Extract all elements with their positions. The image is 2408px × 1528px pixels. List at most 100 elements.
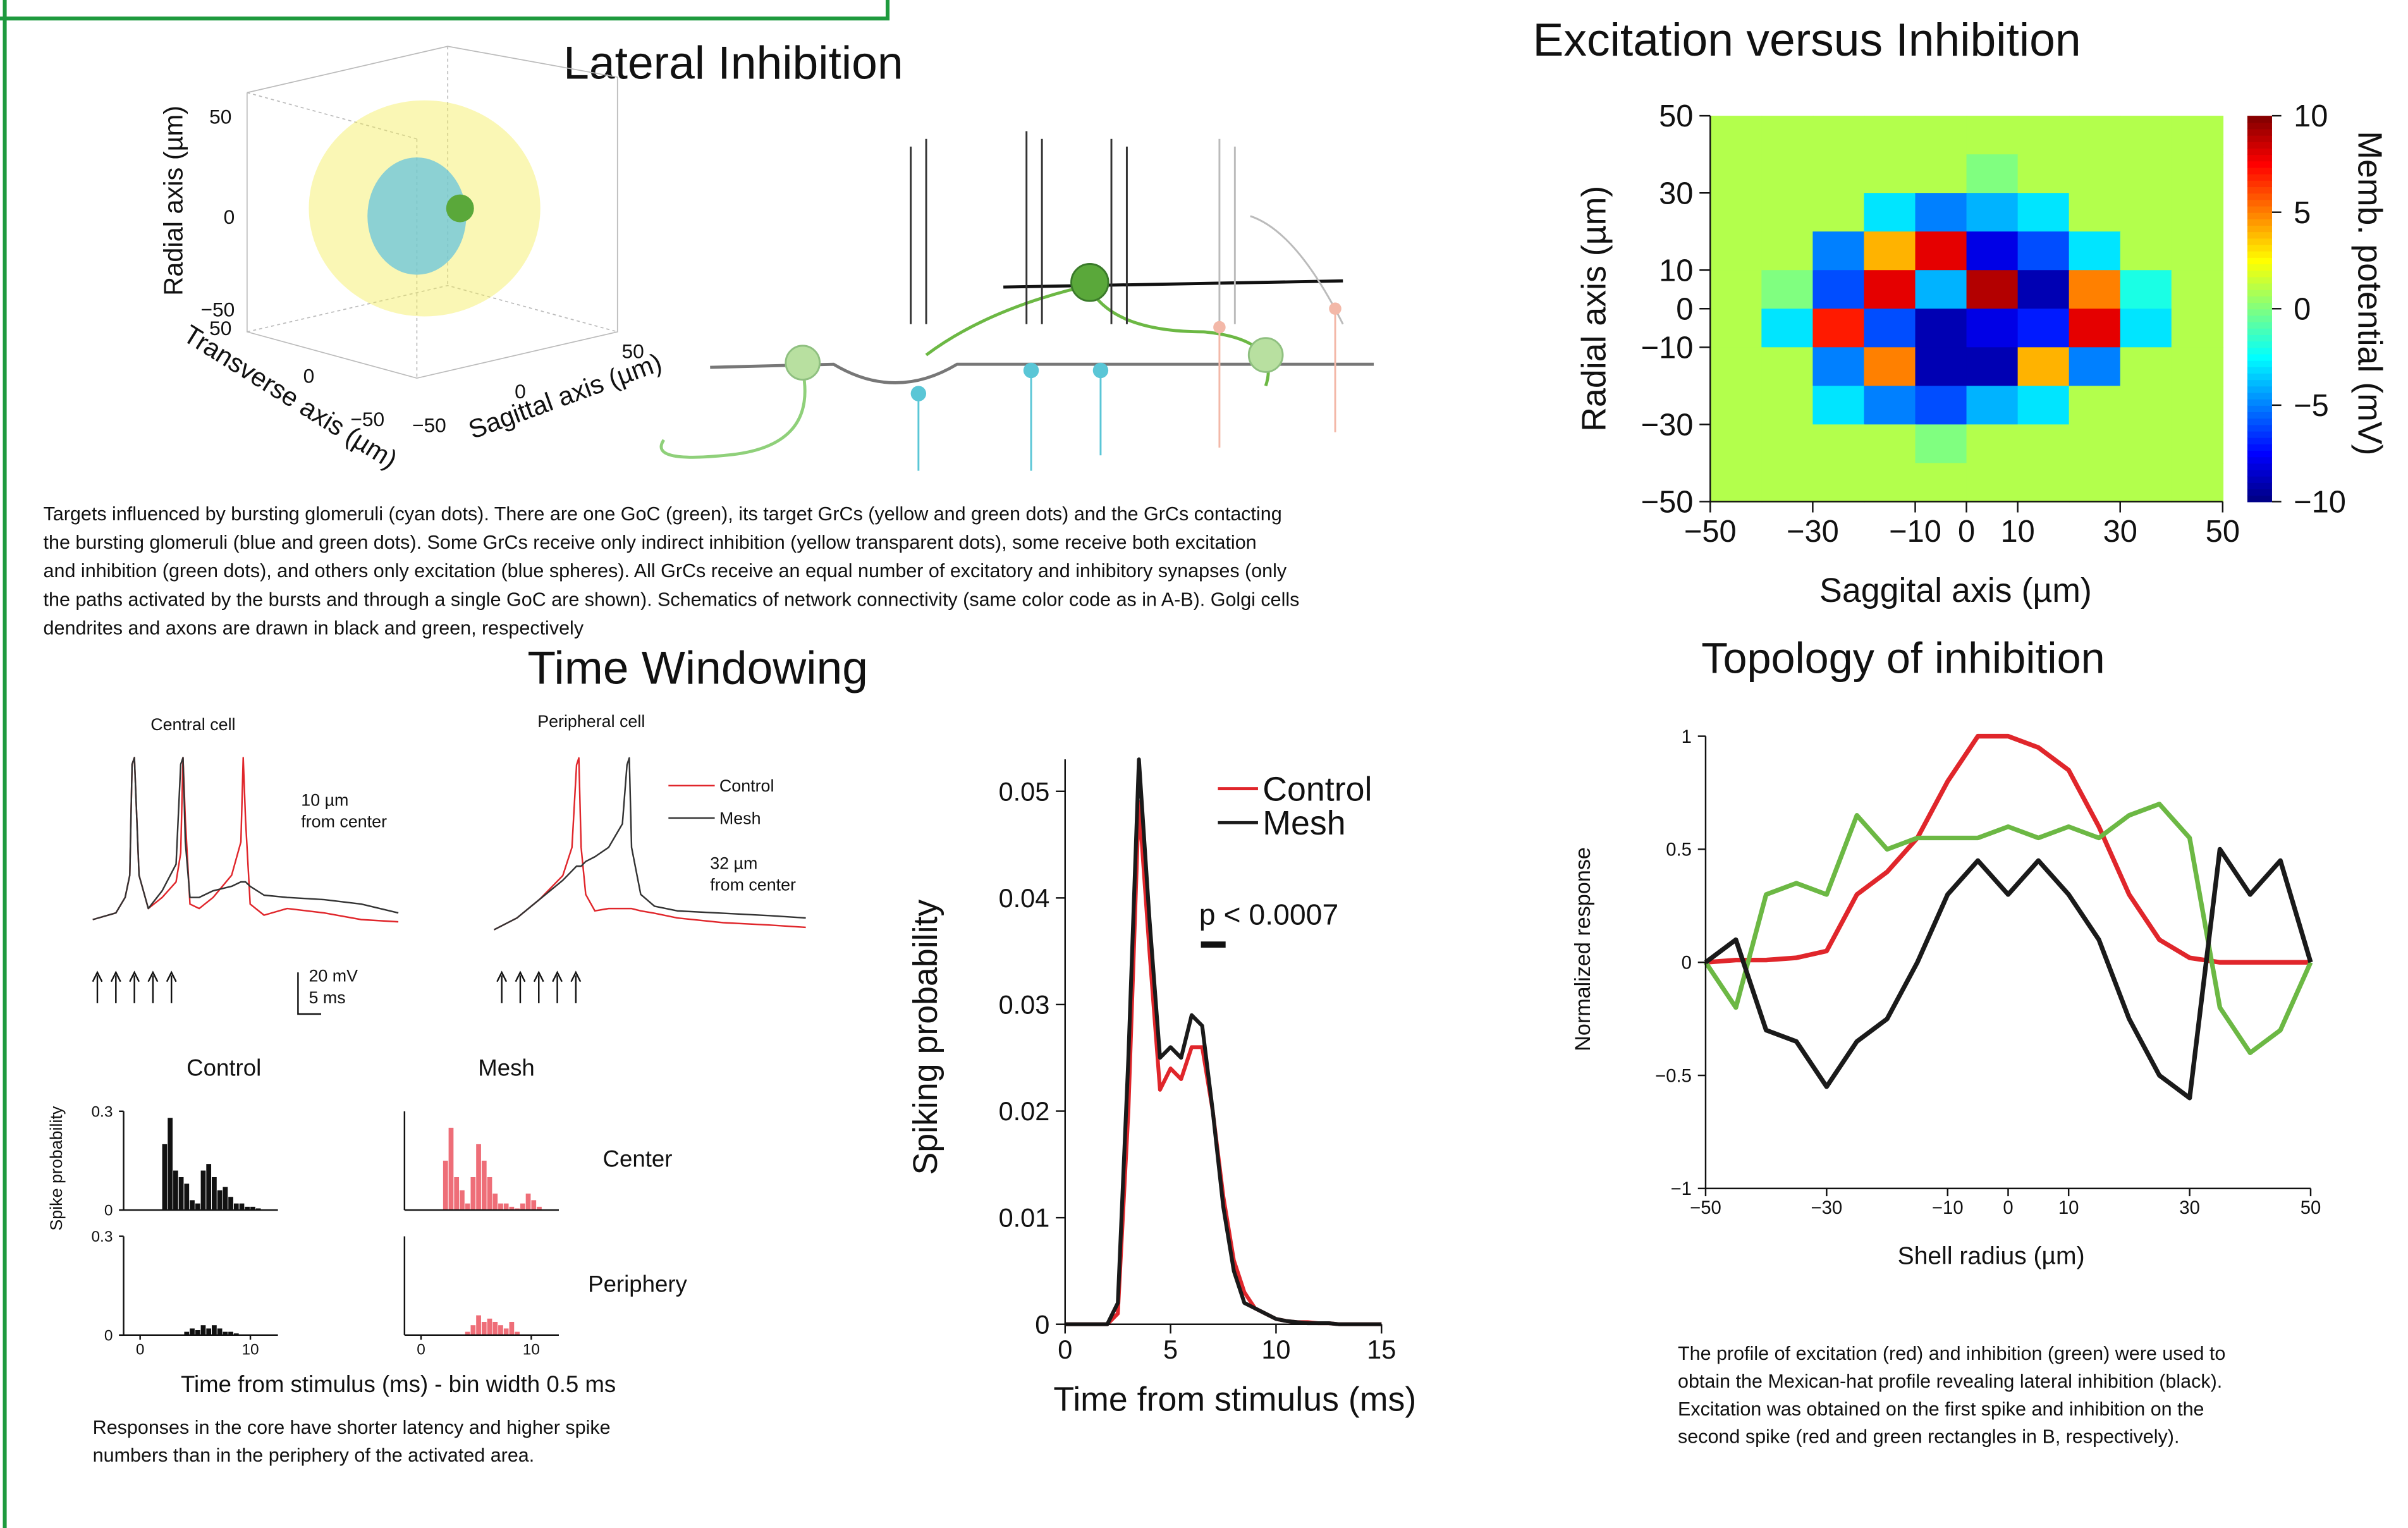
- y-tick-label: −10: [1641, 331, 1694, 365]
- colorbar-step: [2247, 322, 2272, 329]
- annotation: 32 µm: [710, 854, 757, 873]
- heat-cell: [1761, 116, 1813, 155]
- colorbar-step: [2247, 367, 2272, 374]
- caption-line: the paths activated by the bursts and th…: [44, 589, 1300, 610]
- colorbar-step: [2247, 418, 2272, 425]
- network-schematic: [661, 131, 1374, 471]
- heat-cell: [1710, 309, 1762, 348]
- axis-label: Time from stimulus (ms) - bin width 0.5 …: [181, 1371, 616, 1397]
- colorbar-step: [2247, 231, 2272, 238]
- tick-label: 0: [303, 364, 315, 387]
- hist-bar: [223, 1187, 228, 1210]
- chart-title: Excitation versus Inhibition: [1533, 14, 2081, 66]
- heat-cell: [2069, 116, 2121, 155]
- caption-line: The profile of excitation (red) and inhi…: [1678, 1343, 2225, 1364]
- heat-cell: [1967, 231, 2019, 271]
- heat-cell: [2172, 270, 2223, 309]
- x-tick-label: 15: [1367, 1335, 1396, 1364]
- heat-cell: [1710, 424, 1762, 463]
- hist-bar: [504, 1204, 509, 1210]
- heat-cell: [1864, 386, 1916, 425]
- heat-cell: [1710, 116, 1762, 155]
- colorbar-step: [2247, 341, 2272, 348]
- x-tick-label: −10: [1932, 1197, 1964, 1218]
- heat-cell: [1761, 386, 1813, 425]
- tick-label: 50: [209, 105, 231, 128]
- hist-bar: [190, 1328, 195, 1335]
- axis-label: Sagittal axis (µm): [465, 347, 666, 444]
- hist-bar: [206, 1328, 211, 1335]
- heat-cell: [2018, 270, 2070, 309]
- heat-cell: [2018, 347, 2070, 386]
- y-tick-label: 1: [1682, 726, 1692, 747]
- caption-line: numbers than in the periphery of the act…: [93, 1445, 535, 1466]
- y-tick-label: −1: [1671, 1178, 1692, 1199]
- colorbar-label: Memb. potential (mV): [2351, 131, 2389, 455]
- x-axis-label: Shell radius (µm): [1898, 1243, 2085, 1270]
- heat-cell: [1967, 193, 2019, 232]
- x-tick-label: 5: [1163, 1335, 1178, 1364]
- line-series: [93, 757, 398, 919]
- x-tick-label: −30: [1811, 1197, 1843, 1218]
- hist-bar: [465, 1204, 470, 1210]
- hist-bar: [526, 1194, 531, 1210]
- colorbar-step: [2247, 309, 2272, 315]
- hist-bar: [217, 1328, 223, 1335]
- golgi-cell: [1249, 338, 1283, 372]
- heat-cell: [2120, 154, 2172, 193]
- heat-cell: [1967, 386, 2019, 425]
- heat-cell: [2172, 347, 2223, 386]
- arrow: [93, 972, 176, 1003]
- heat-cell: [1864, 231, 1916, 271]
- heat-cell: [1812, 231, 1864, 271]
- colorbar-step: [2247, 116, 2272, 123]
- caption: Responses in the core have shorter laten…: [93, 1417, 611, 1466]
- colorbar-step: [2247, 219, 2272, 226]
- y-tick-label: 0: [104, 1202, 113, 1219]
- hist-bar: [443, 1161, 448, 1210]
- heat-cell: [2120, 116, 2172, 155]
- line-series: [1065, 802, 1381, 1324]
- colorbar-step: [2247, 206, 2272, 213]
- colorbar-step: [2247, 463, 2272, 470]
- heat-cell: [2172, 386, 2223, 425]
- colorbar-tick-label: 5: [2294, 196, 2311, 230]
- heat-cell: [1967, 309, 2019, 348]
- hist-bar: [498, 1204, 503, 1210]
- heat-cell: [1710, 347, 1762, 386]
- x-tick-label: 30: [2179, 1197, 2200, 1218]
- x-tick-label: 30: [2103, 515, 2137, 549]
- hist-bar: [162, 1144, 168, 1210]
- heat-cell: [2120, 309, 2172, 348]
- hist-bar: [179, 1177, 184, 1210]
- colorbar-step: [2247, 283, 2272, 290]
- colorbar-step: [2247, 302, 2272, 309]
- colorbar-step: [2247, 290, 2272, 296]
- heat-cell: [2069, 424, 2121, 463]
- heat-cell: [2018, 424, 2070, 463]
- heat-cell: [1864, 424, 1916, 463]
- chart-title: Topology of inhibition: [1701, 634, 2105, 682]
- y-tick-label: 0.03: [999, 989, 1050, 1019]
- x-tick-label: −50: [1684, 515, 1737, 549]
- row-label: Center: [603, 1146, 673, 1172]
- y-axis-label: Spiking probability: [907, 900, 944, 1175]
- hist-bar: [470, 1325, 475, 1335]
- heat-cell: [1864, 347, 1916, 386]
- heat-cell: [1812, 309, 1864, 348]
- figure: Lateral Inhibition Radial axis (µm) 50 0…: [0, 0, 2408, 1528]
- hist-bar: [531, 1200, 536, 1210]
- heat-cell: [1710, 463, 1762, 502]
- section-title: Time Windowing: [527, 642, 868, 694]
- y-tick-label: 0.04: [999, 883, 1050, 913]
- y-tick-label: 0.05: [999, 776, 1050, 806]
- y-tick-label: 0.3: [91, 1103, 113, 1120]
- y-tick-label: 0.3: [91, 1228, 113, 1245]
- colorbar-tick-label: −5: [2294, 389, 2329, 423]
- chart-title: Control: [186, 1055, 261, 1081]
- colorbar-step: [2247, 373, 2272, 380]
- chart-title: Peripheral cell: [537, 712, 645, 731]
- line-series: [93, 757, 398, 922]
- x-tick-label: −10: [1889, 515, 1941, 549]
- y-tick-label: 0.5: [1666, 840, 1692, 860]
